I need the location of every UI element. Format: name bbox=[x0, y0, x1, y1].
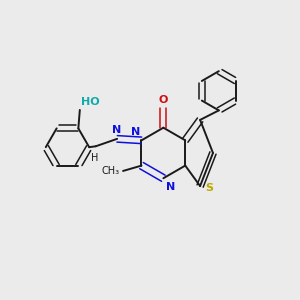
Text: CH₃: CH₃ bbox=[101, 166, 119, 176]
Text: H: H bbox=[91, 153, 98, 163]
Text: N: N bbox=[112, 125, 122, 135]
Text: HO: HO bbox=[81, 97, 100, 107]
Text: N: N bbox=[166, 182, 175, 192]
Text: O: O bbox=[159, 94, 168, 104]
Text: N: N bbox=[131, 128, 140, 137]
Text: S: S bbox=[205, 183, 213, 194]
